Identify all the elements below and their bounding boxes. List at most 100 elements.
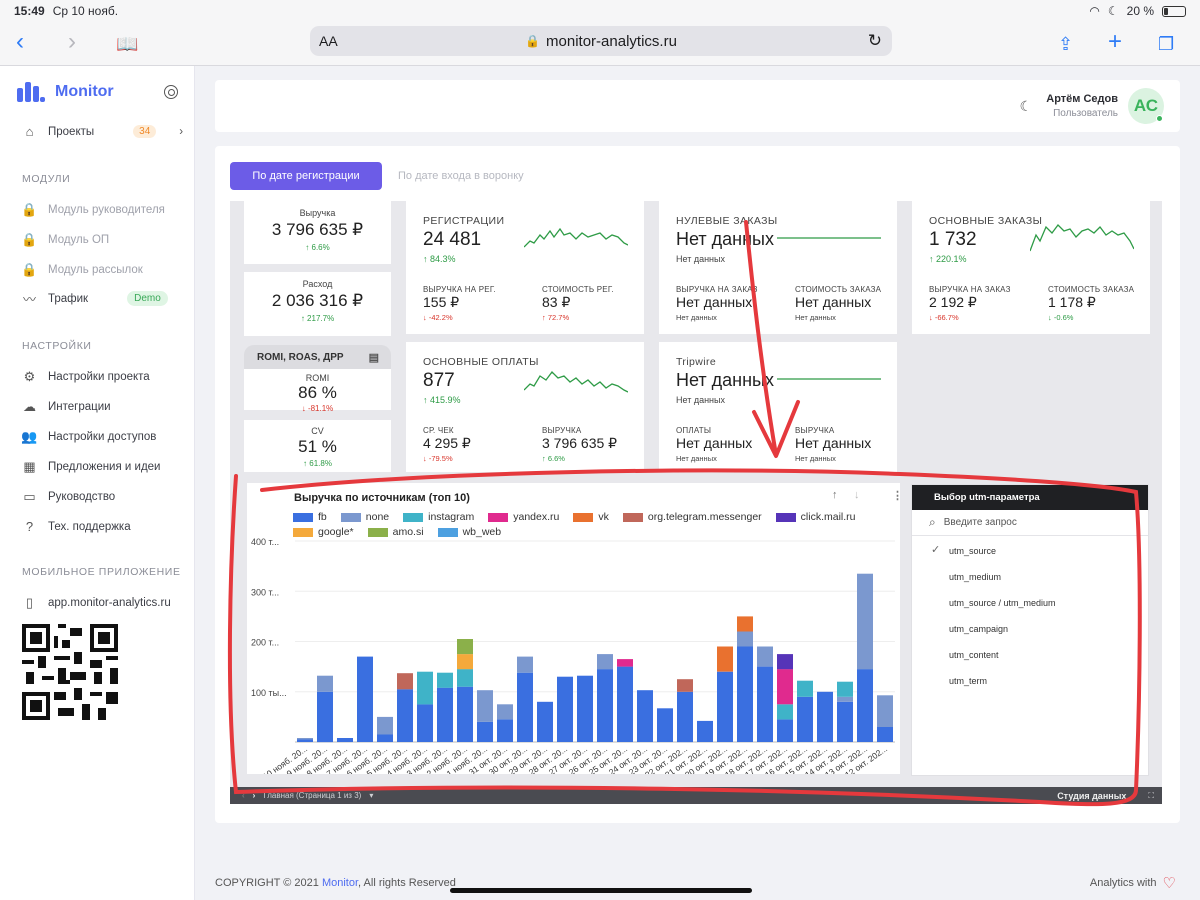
bar-segment[interactable] — [817, 691, 833, 743]
prev-page-icon[interactable]: ‹ — [242, 791, 245, 800]
sidebar-item-access[interactable]: 👥 Настройки доступов — [21, 429, 156, 444]
legend-item[interactable]: instagram — [403, 511, 474, 523]
sidebar-item-project-settings[interactable]: ⚙ Настройки проекта — [22, 369, 150, 384]
bar-segment[interactable] — [857, 573, 873, 670]
bar-segment[interactable] — [577, 675, 593, 742]
bar-segment[interactable] — [297, 739, 313, 743]
bar-segment[interactable] — [597, 669, 613, 742]
bar-segment[interactable] — [457, 654, 473, 670]
bar-segment[interactable] — [557, 676, 573, 742]
sidebar-item-mobile-app[interactable]: ▯ app.monitor-analytics.ru — [22, 595, 171, 610]
bar-segment[interactable] — [837, 696, 853, 702]
bar-segment[interactable] — [317, 675, 333, 692]
bar-segment[interactable] — [317, 691, 333, 743]
bar-segment[interactable] — [537, 701, 553, 742]
utm-option[interactable]: utm_medium — [949, 572, 1002, 582]
avatar[interactable]: АС — [1128, 88, 1164, 124]
sidebar-item-ideas[interactable]: ▦ Предложения и идеи — [22, 459, 160, 474]
bar-segment[interactable] — [437, 687, 453, 742]
brand-logo[interactable]: Monitor — [17, 82, 114, 102]
new-tab-icon[interactable]: + — [1108, 28, 1123, 55]
sidebar-item-op-module[interactable]: 🔒 Модуль ОП — [21, 232, 109, 247]
bar-segment[interactable] — [697, 720, 713, 742]
sidebar-item-manager-module[interactable]: 🔒 Модуль руководителя — [21, 202, 164, 217]
sidebar-item-traffic[interactable]: 〰 Трафик Demo — [22, 291, 168, 307]
sidebar-item-mailing-module[interactable]: 🔒 Модуль рассылок — [21, 262, 142, 277]
bar-segment[interactable] — [737, 646, 753, 743]
bar-segment[interactable] — [677, 679, 693, 692]
bar-segment[interactable] — [737, 631, 753, 647]
legend-item[interactable]: fb — [293, 511, 327, 523]
bar-segment[interactable] — [877, 695, 893, 727]
bar-segment[interactable] — [517, 672, 533, 742]
data-studio-link[interactable]: Студия данных — [1057, 790, 1127, 801]
utm-option[interactable]: utm_source — [949, 546, 997, 556]
bar-segment[interactable] — [357, 656, 373, 742]
footer-brand-link[interactable]: Monitor — [321, 877, 359, 889]
bar-segment[interactable] — [777, 719, 793, 742]
bar-segment[interactable] — [297, 738, 313, 740]
bar-segment[interactable] — [437, 672, 453, 688]
utm-option[interactable]: utm_content — [949, 650, 999, 660]
bar-segment[interactable] — [777, 704, 793, 720]
bar-segment[interactable] — [757, 666, 773, 742]
utm-option[interactable]: utm_term — [949, 676, 988, 686]
bar-segment[interactable] — [757, 646, 773, 667]
legend-item[interactable]: org.telegram.messenger — [622, 511, 762, 523]
legend-item[interactable]: yandex.ru — [488, 511, 559, 523]
bar-segment[interactable] — [457, 686, 473, 742]
bar-segment[interactable] — [597, 654, 613, 670]
tab-by-registration-date[interactable]: По дате регистрации — [230, 162, 382, 190]
sidebar-toggle-icon[interactable] — [164, 85, 178, 99]
bar-segment[interactable] — [457, 639, 473, 655]
bar-segment[interactable] — [417, 704, 433, 742]
back-icon[interactable]: ‹ — [16, 28, 24, 55]
bar-segment[interactable] — [397, 689, 413, 742]
chart-settings-icon[interactable]: ▤ — [368, 351, 379, 364]
tabs-icon[interactable]: ❐ — [1158, 34, 1175, 54]
sidebar-item-support[interactable]: ? Тех. поддержка — [22, 519, 131, 534]
bar-segment[interactable] — [377, 716, 393, 735]
bar-segment[interactable] — [457, 669, 473, 687]
sidebar-item-guide[interactable]: ▭ Руководство — [22, 489, 115, 504]
bar-segment[interactable] — [777, 654, 793, 670]
bar-segment[interactable] — [717, 646, 733, 672]
bar-segment[interactable] — [657, 708, 673, 742]
more-options-icon[interactable]: ⋮ — [892, 490, 903, 502]
legend-item[interactable]: vk — [573, 511, 609, 523]
home-indicator[interactable] — [450, 888, 752, 893]
bar-segment[interactable] — [477, 721, 493, 742]
bar-segment[interactable] — [397, 673, 413, 690]
bar-segment[interactable] — [777, 669, 793, 705]
fullscreen-icon[interactable]: ⛶ — [1148, 790, 1154, 800]
sidebar-item-projects[interactable]: ⌂ Проекты 34 › — [22, 124, 184, 139]
bar-segment[interactable] — [497, 704, 513, 720]
utm-search[interactable]: ⌕ Введите запрос — [912, 510, 1148, 536]
bar-segment[interactable] — [677, 691, 693, 743]
chevron-down-icon[interactable]: ▾ — [369, 791, 374, 800]
forward-icon[interactable]: › — [68, 28, 76, 55]
bar-segment[interactable] — [857, 669, 873, 742]
sidebar-item-integrations[interactable]: ☁ Интеграции — [22, 399, 111, 414]
sort-descending-icon[interactable]: ↓ — [854, 489, 860, 501]
bar-segment[interactable] — [477, 690, 493, 722]
legend-item[interactable]: click.mail.ru — [775, 511, 856, 523]
bar-segment[interactable] — [417, 671, 433, 705]
reload-icon[interactable]: ↻ — [867, 31, 882, 50]
utm-option[interactable]: utm_campaign — [949, 624, 1009, 634]
bar-segment[interactable] — [797, 680, 813, 697]
bar-segment[interactable] — [837, 681, 853, 697]
share-icon[interactable]: ⇪ — [1058, 34, 1074, 54]
bar-segment[interactable] — [377, 734, 393, 743]
next-page-icon[interactable]: › — [252, 791, 256, 800]
bar-segment[interactable] — [737, 616, 753, 632]
bar-segment[interactable] — [637, 690, 653, 742]
utm-search-input[interactable]: Введите запрос — [943, 517, 1017, 528]
bar-segment[interactable] — [517, 656, 533, 673]
bar-segment[interactable] — [497, 719, 513, 742]
reader-aa-button[interactable]: AA — [319, 33, 338, 49]
legend-item[interactable]: none — [340, 511, 389, 523]
bar-segment[interactable] — [617, 659, 633, 667]
utm-option[interactable]: utm_source / utm_medium — [949, 598, 1056, 608]
bar-segment[interactable] — [617, 666, 633, 742]
